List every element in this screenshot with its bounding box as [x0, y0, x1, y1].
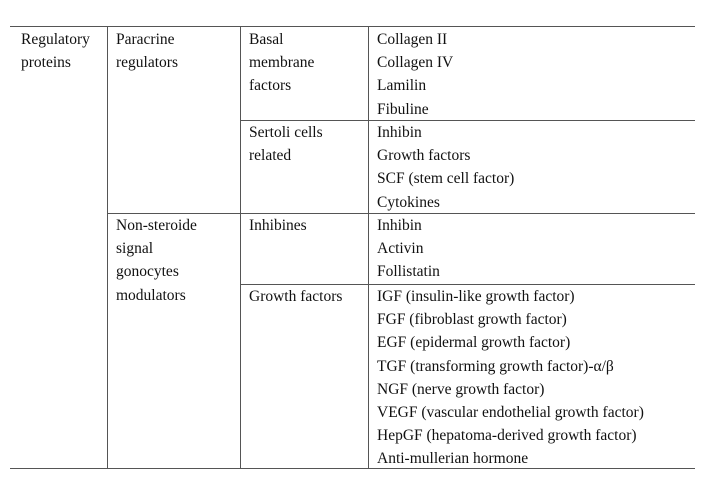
- cell-sertoli-items: Inhibin Growth factors SCF (stem cell fa…: [377, 121, 514, 214]
- list-item: Anti-mullerian hormone: [377, 450, 529, 468]
- column-divider-3: [368, 26, 369, 469]
- list-item: IGF (insulin-like growth factor): [377, 288, 575, 305]
- list-item: TGF (transforming growth factor)-α/β: [377, 357, 614, 375]
- cell-sertoli-cells-related: Sertoli cells related: [249, 121, 323, 167]
- list-item: Inhibin: [377, 124, 422, 141]
- cell-line: Regulatory: [21, 31, 90, 48]
- list-item: EGF (epidermal growth factor): [377, 334, 571, 352]
- cell-line: Inhibines: [249, 217, 307, 234]
- cell-growth-items: IGF (insulin-like growth factor) FGF (fi…: [377, 285, 644, 471]
- list-item: Growth factors: [377, 147, 471, 165]
- cell-line: membrane: [249, 54, 315, 72]
- list-item: Fibuline: [377, 100, 429, 118]
- list-item: Cytokines: [377, 193, 440, 211]
- list-item: Collagen IV: [377, 54, 454, 72]
- list-item: SCF (stem cell factor): [377, 170, 515, 188]
- list-item: Inhibin: [377, 217, 422, 234]
- cell-non-steroide-modulators: Non-steroide signal gonocytes modulators: [116, 214, 197, 307]
- table-top-rule: [10, 26, 695, 27]
- list-item: Follistatin: [377, 263, 440, 281]
- cell-line: Sertoli cells: [249, 124, 323, 141]
- cell-inhibines: Inhibines: [249, 214, 307, 237]
- table-bottom-rule: [10, 468, 695, 469]
- column-divider-1: [107, 26, 108, 469]
- cell-line: Non-steroide: [116, 217, 197, 234]
- cell-line: Paracrine: [116, 31, 175, 48]
- list-item: HepGF (hepatoma-derived growth factor): [377, 427, 637, 445]
- row-divider-basal-sertoli: [240, 120, 695, 121]
- list-item: Lamilin: [377, 77, 427, 95]
- list-item: Collagen II: [377, 31, 448, 48]
- list-item: Activin: [377, 240, 424, 258]
- list-item: FGF (fibroblast growth factor): [377, 311, 567, 329]
- list-item: NGF (nerve growth factor): [377, 380, 545, 398]
- cell-line: factors: [249, 77, 292, 95]
- cell-line: signal: [116, 240, 154, 258]
- cell-paracrine-regulators: Paracrine regulators: [116, 28, 178, 74]
- row-divider-inhibines-growth: [240, 284, 695, 285]
- list-item: VEGF (vascular endothelial growth factor…: [377, 404, 644, 422]
- cell-line: Basal: [249, 31, 284, 48]
- cell-regulatory-proteins: Regulatory proteins: [21, 28, 90, 74]
- cell-line: Growth factors: [249, 288, 343, 305]
- cell-line: related: [249, 147, 292, 165]
- cell-inhibines-items: Inhibin Activin Follistatin: [377, 214, 440, 284]
- row-divider-paracrine-nonsteroide: [107, 213, 695, 214]
- cell-basal-items: Collagen II Collagen IV Lamilin Fibuline: [377, 28, 453, 121]
- cell-basal-membrane-factors: Basal membrane factors: [249, 28, 314, 98]
- cell-growth-factors: Growth factors: [249, 285, 342, 308]
- cell-line: gonocytes: [116, 263, 179, 281]
- cell-line: modulators: [116, 286, 186, 304]
- cell-line: proteins: [21, 54, 71, 72]
- column-divider-2: [240, 26, 241, 469]
- cell-line: regulators: [116, 54, 178, 72]
